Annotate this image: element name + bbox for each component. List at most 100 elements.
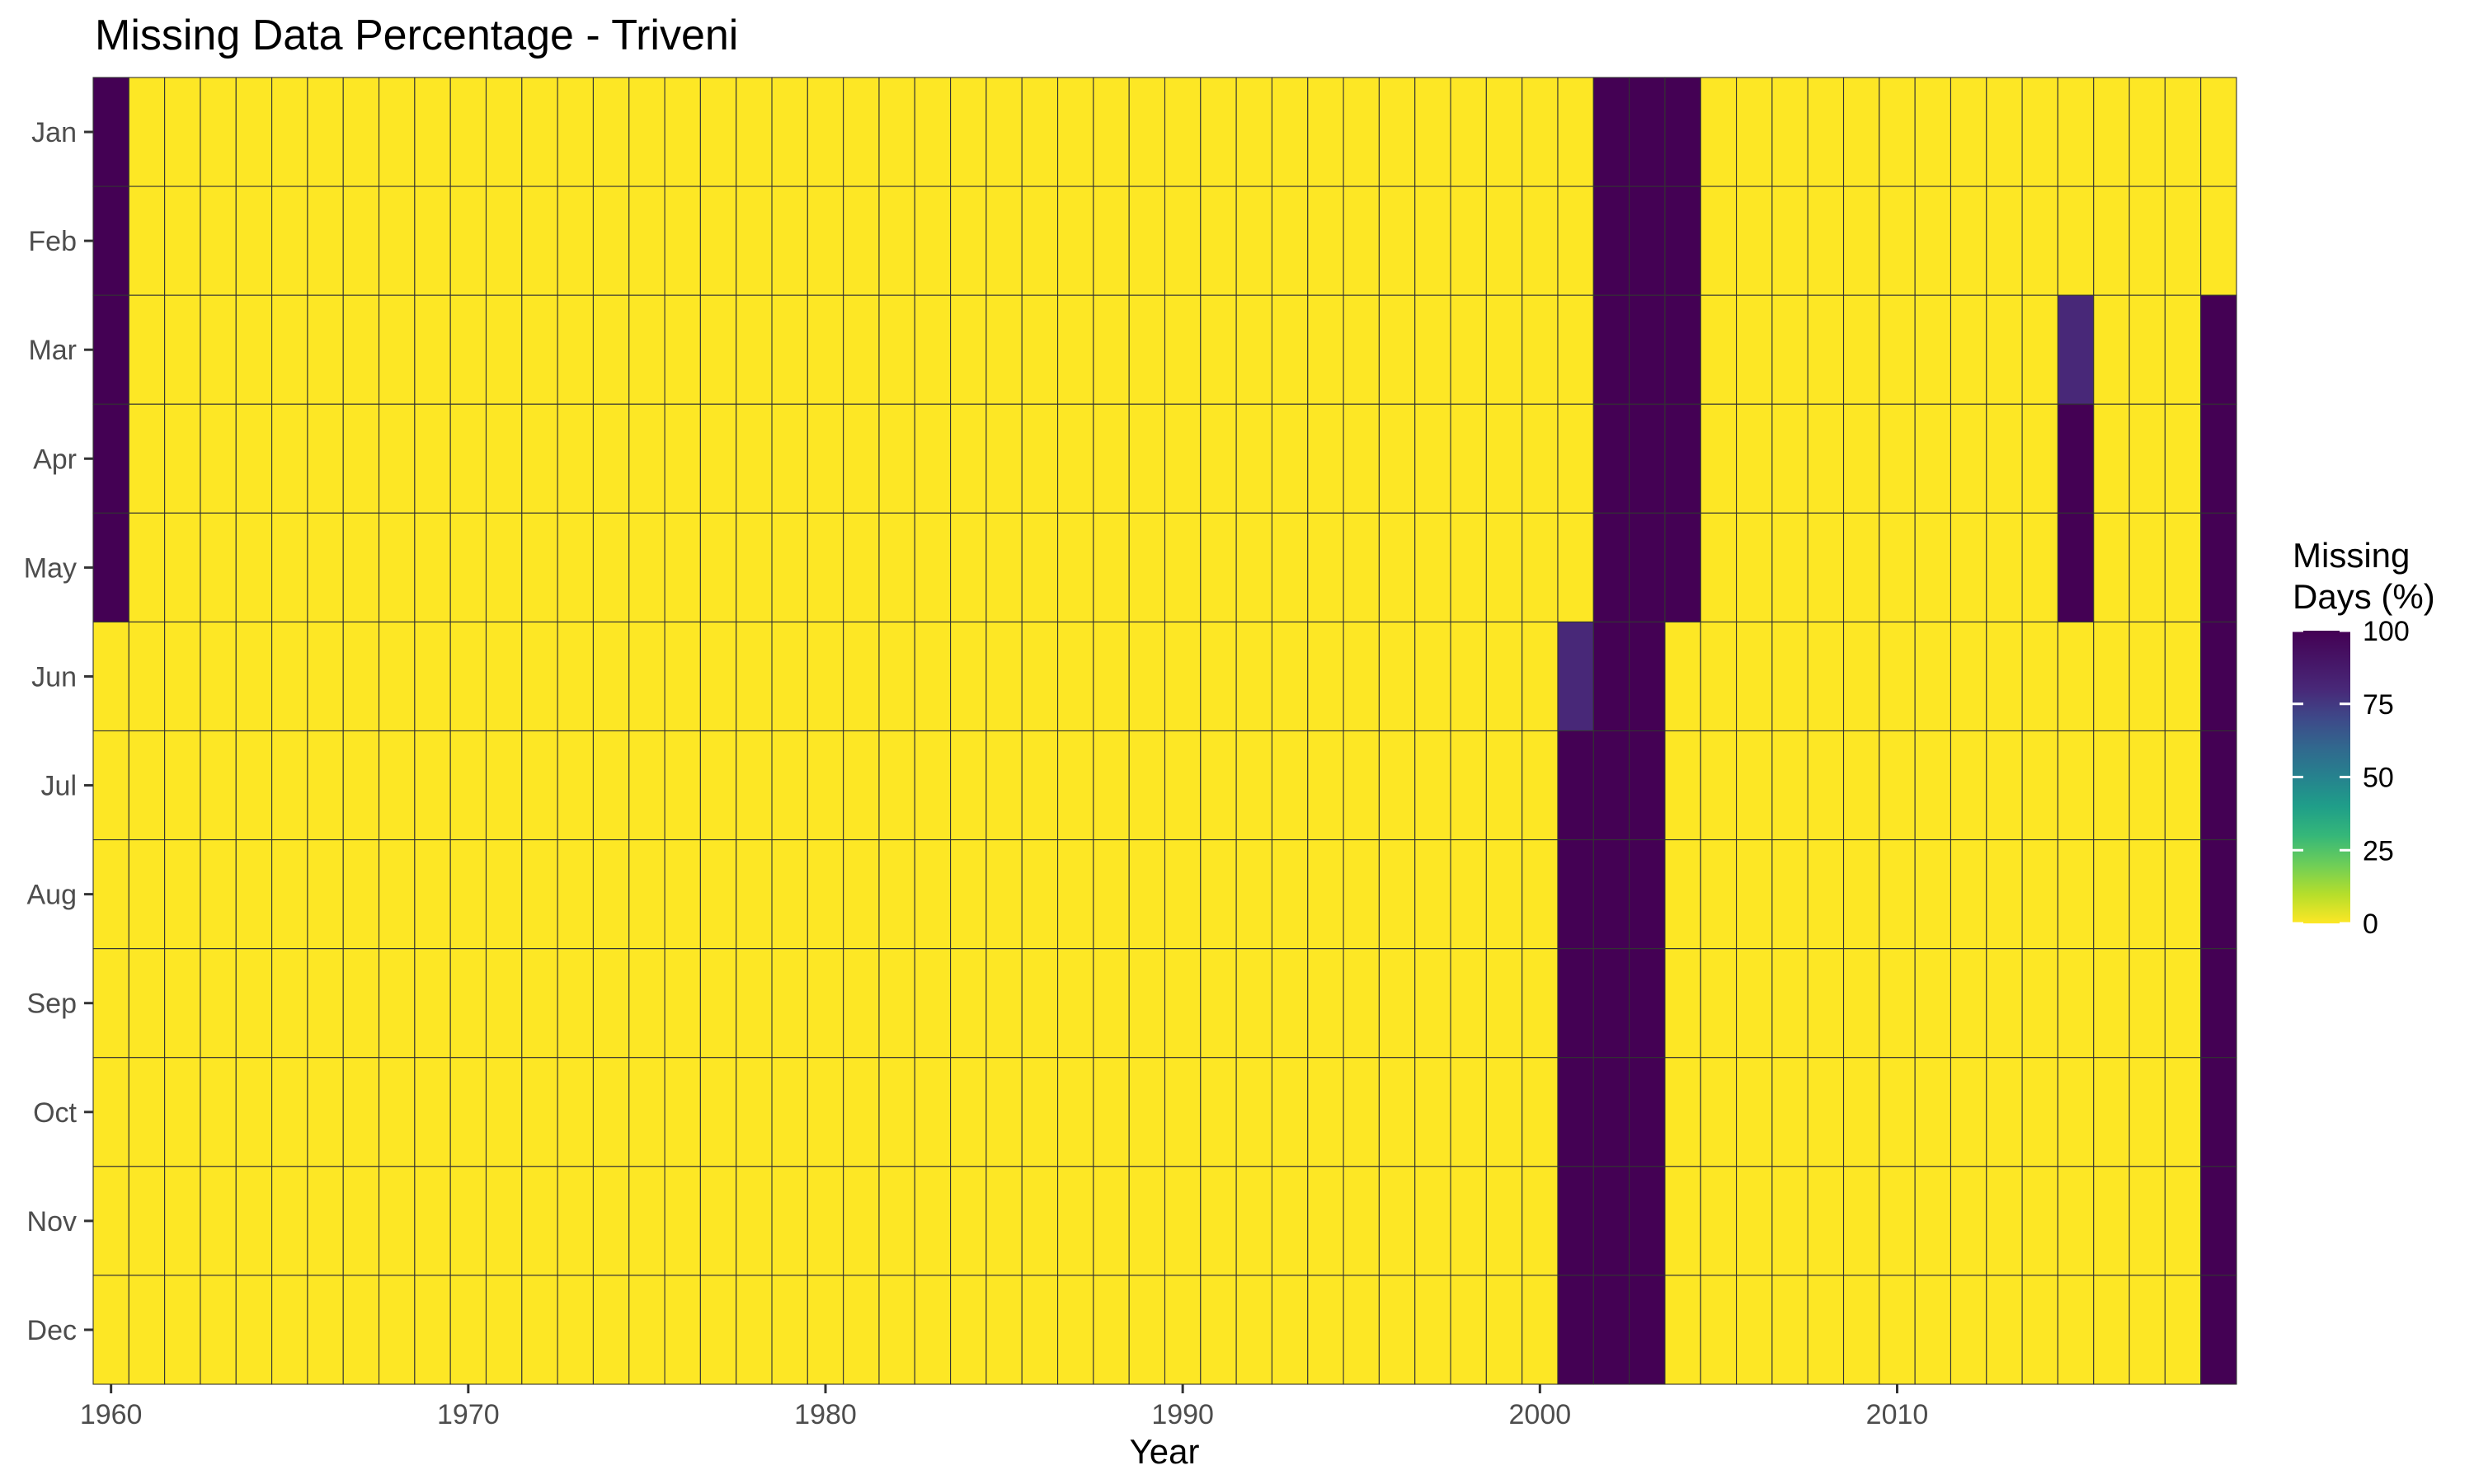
heatmap-cell [1557,512,1594,622]
heatmap-cell [2021,1057,2058,1167]
heatmap-cell [1807,403,1845,514]
heatmap-cell [1914,1166,1952,1276]
heatmap-cell [1128,186,1166,296]
heatmap-cell [1164,512,1202,622]
heatmap-cell [1522,512,1559,622]
heatmap-cell [1164,186,1202,296]
heatmap-cell [485,403,523,514]
heatmap-cell [1307,839,1344,950]
heatmap-cell [1557,948,1594,1059]
heatmap-cell [164,294,201,405]
heatmap-cell [485,294,523,405]
heatmap-cell [1378,948,1416,1059]
heatmap-cell [985,839,1023,950]
heatmap-cell [1629,512,1666,622]
heatmap-cell [1378,839,1416,950]
heatmap-cell [1914,1057,1952,1167]
heatmap-cell [878,621,915,732]
heatmap-cell [1879,621,1916,732]
heatmap-cell [1057,730,1094,841]
heatmap-cell [1736,730,1773,841]
heatmap-cell [1414,403,1451,514]
heatmap-cell [2164,1275,2202,1385]
heatmap-cell [1700,294,1738,405]
heatmap-cell [914,1057,952,1167]
heatmap-cell [1057,1275,1094,1385]
heatmap-cell [271,839,308,950]
heatmap-cell [628,1275,666,1385]
heatmap-cell [164,621,201,732]
heatmap-cell [1629,294,1666,405]
heatmap-cell [1093,294,1130,405]
heatmap-cell [1021,512,1059,622]
legend-tick-label: 75 [2363,689,2394,721]
heatmap-cell [1485,77,1523,187]
heatmap-cell [414,1166,451,1276]
heatmap-cell [307,839,344,950]
heatmap-cell [592,1057,630,1167]
heatmap-cell [878,512,915,622]
heatmap-cell [1307,1057,1344,1167]
heatmap-cell [485,1166,523,1276]
heatmap-cell [1522,77,1559,187]
heatmap-cell [1807,77,1845,187]
heatmap-cell [235,1166,273,1276]
heatmap-cell [1450,948,1487,1059]
heatmap-cell [1021,294,1059,405]
heatmap-cell [128,1166,166,1276]
heatmap-cell [1235,294,1273,405]
heatmap-cell [1093,186,1130,296]
heatmap-cell [592,186,630,296]
heatmap-cell [1664,403,1701,514]
heatmap-cell [699,839,737,950]
heatmap-cell [1736,1275,1773,1385]
heatmap-cell [1986,1057,2023,1167]
heatmap-cell [449,403,487,514]
x-tick-label: 1960 [80,1399,143,1430]
heatmap-cell [914,512,952,622]
heatmap-cell [1235,839,1273,950]
heatmap-cell [271,403,308,514]
heatmap-cell [1021,730,1059,841]
heatmap-cell [2057,77,2095,187]
heatmap-cell [914,1275,952,1385]
heatmap-cell [843,1275,880,1385]
heatmap-cell [164,403,201,514]
legend: Missing Days (%) 100 75 50 25 0 [2293,536,2435,940]
heatmap-cell [699,730,737,841]
heatmap-cell [1629,186,1666,296]
heatmap-cell [1736,403,1773,514]
heatmap-cell [771,294,808,405]
heatmap-cell [985,1057,1023,1167]
heatmap-cell [1700,512,1738,622]
heatmap-cell [807,1275,844,1385]
heatmap-cell [307,1166,344,1276]
heatmap-cell [271,730,308,841]
heatmap-cell [1771,730,1808,841]
heatmap-cell [1414,1166,1451,1276]
heatmap-cell [628,839,666,950]
heatmap-cell [485,77,523,187]
heatmap-cell [699,621,737,732]
heatmap-cell [2200,186,2237,296]
heatmap-cell [2057,621,2095,732]
heatmap-cell [557,403,594,514]
heatmap-cell [1307,621,1344,732]
heatmap-cell [271,186,308,296]
heatmap-cell [1522,621,1559,732]
heatmap-cell [414,621,451,732]
heatmap-cell [843,512,880,622]
heatmap-cell [1235,621,1273,732]
heatmap-cell [2164,512,2202,622]
heatmap-cell [664,948,701,1059]
heatmap-cell [1771,294,1808,405]
heatmap-cell [485,839,523,950]
heatmap-cell [2164,948,2202,1059]
heatmap-cell [736,294,773,405]
heatmap-cell [1736,77,1773,187]
heatmap-cell [807,839,844,950]
heatmap-cell [771,512,808,622]
heatmap-cell [664,294,701,405]
heatmap-cell [1879,948,1916,1059]
heatmap-cell [557,512,594,622]
